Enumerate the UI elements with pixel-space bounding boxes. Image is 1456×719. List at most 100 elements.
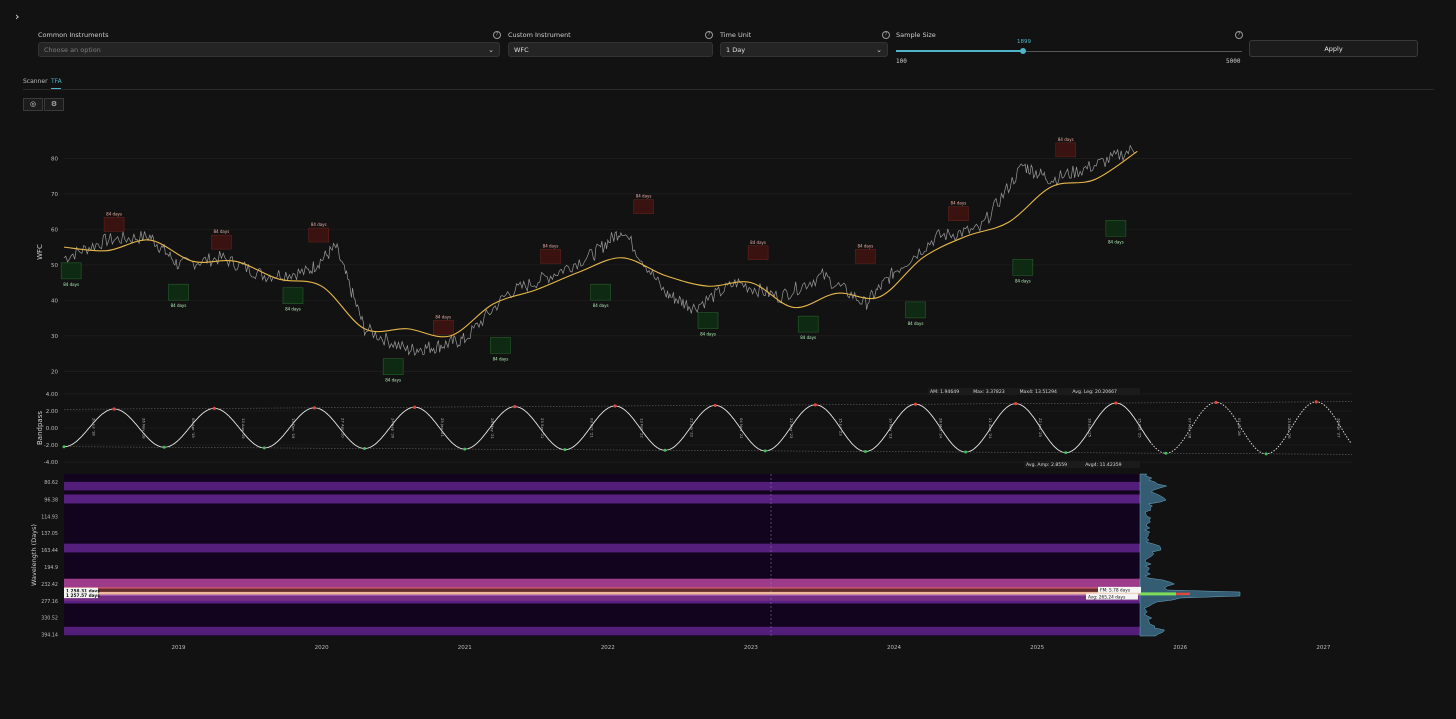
- trough-marker-label: 84 days: [493, 356, 509, 361]
- tab-scanner[interactable]: Scanner: [23, 78, 48, 85]
- sample-size-help-icon[interactable]: ?: [1235, 31, 1243, 39]
- stats-background: [1024, 461, 1140, 468]
- stat-value: Max: 3.37823: [973, 389, 1005, 395]
- x-tick: 2027: [1316, 645, 1330, 651]
- tab-tfa[interactable]: TFA: [51, 78, 62, 85]
- custom-instrument-input[interactable]: WFC: [508, 42, 713, 57]
- bandpass-peak: [613, 404, 617, 408]
- bandpass-peak: [713, 403, 717, 408]
- price-y-tick: 80: [51, 156, 58, 162]
- bandpass-y-label: Bandpass: [36, 411, 44, 445]
- common-instruments-help-icon[interactable]: ?: [493, 31, 501, 39]
- profile-peak-bar: [1140, 592, 1176, 596]
- bandpass-date-label: 27 Apr '20: [341, 418, 346, 438]
- price-gridlines: [64, 158, 1352, 372]
- bandpass-date-label: 13 Aug '19: [241, 418, 246, 439]
- x-tick: 2026: [1173, 645, 1187, 651]
- time-unit-help-icon[interactable]: ?: [882, 31, 890, 39]
- sidebar-toggle-icon[interactable]: ›: [15, 10, 20, 23]
- slider-min: 100: [896, 58, 907, 65]
- smoothed-line: [63, 150, 1138, 338]
- bandpass-peak: [413, 405, 417, 409]
- trough-marker: [490, 337, 511, 354]
- trough-marker-label: 84 days: [385, 378, 401, 383]
- bandpass-trough: [62, 445, 66, 449]
- slider-value: 1899: [1017, 39, 1032, 45]
- bandpass-date-label: 25 Jan '21: [440, 418, 445, 438]
- slider-handle[interactable]: [1020, 48, 1027, 54]
- bandpass-y-tick: 0.00: [46, 426, 59, 432]
- bandpass-trough: [262, 446, 266, 450]
- stats-background: [928, 388, 1140, 395]
- stat-value: Avg. Leg: 20.20667: [1072, 389, 1117, 395]
- peak-marker: [633, 199, 654, 214]
- trough-marker-label: 84 days: [285, 307, 301, 312]
- peak-marker: [948, 206, 969, 221]
- bandpass-date-label: 20 Jul '18: [92, 418, 97, 436]
- bandpass-trough: [763, 449, 767, 453]
- trough-marker-label: 84 days: [63, 282, 79, 287]
- peak-marker: [308, 227, 329, 243]
- common-instruments-select[interactable]: Choose an option ⌄: [38, 42, 500, 57]
- bandpass-date-label: 23 Sep '21: [540, 418, 545, 439]
- custom-instrument-label: Custom Instrument: [508, 31, 571, 39]
- trough-marker: [905, 301, 926, 319]
- peak-marker: [747, 245, 769, 261]
- x-tick: 2023: [744, 645, 758, 651]
- trough-marker-label: 84 days: [1015, 278, 1031, 283]
- apply-button[interactable]: Apply: [1249, 40, 1418, 57]
- price-y-tick: 70: [51, 192, 58, 198]
- left-tag: 1 257.57 days: [66, 593, 100, 599]
- settings-icon[interactable]: ⚙: [44, 98, 64, 111]
- price-y-tick: 50: [51, 263, 58, 269]
- trough-marker: [797, 315, 819, 333]
- bandpass-trough: [663, 448, 667, 452]
- spectrum-band: [64, 626, 1140, 636]
- left-tag-bg: [64, 587, 98, 594]
- peak-marker-label: 84 days: [858, 243, 874, 248]
- peak-marker-label: 84 days: [214, 229, 230, 234]
- spectrum-y-tick: 232.42: [41, 582, 58, 588]
- bandpass-date-label: 22 Jun '22: [689, 418, 694, 438]
- time-unit-select[interactable]: 1 Day ⌄: [720, 42, 888, 57]
- bandpass-peak: [1014, 402, 1018, 406]
- bandpass-date-label: 24 Sep '20: [390, 418, 395, 439]
- bandpass-peak: [913, 402, 918, 406]
- spectrum-bands: [64, 481, 1140, 636]
- peak-marker-label: 84 days: [750, 240, 766, 245]
- trough-marker: [282, 287, 304, 304]
- bandpass-y-tick: 2.00: [46, 409, 59, 415]
- right-tag: Avg: 265.24 days: [1088, 594, 1126, 600]
- slider-max: 5000: [1226, 58, 1241, 65]
- trough-marker: [697, 312, 719, 329]
- tab-divider: [23, 89, 1434, 90]
- right-tag: FM: 5.78 days: [1100, 588, 1131, 594]
- tab-active-indicator: [51, 88, 61, 89]
- spectrum-band: [64, 543, 1140, 553]
- spectrum-band: [64, 494, 1140, 504]
- bandpass-peak: [1114, 401, 1118, 405]
- bandpass-y-tick: -4.00: [44, 460, 59, 466]
- peak-marker: [432, 320, 454, 335]
- x-tick: 2020: [315, 645, 329, 651]
- target-icon[interactable]: ◎: [23, 98, 43, 111]
- profile-peak-tip: [1176, 592, 1190, 596]
- trough-marker-label: 84 days: [1108, 239, 1124, 244]
- time-unit-label: Time Unit: [720, 31, 752, 39]
- trough-marker-label: 84 days: [800, 335, 816, 340]
- bandpass-peak: [112, 407, 116, 411]
- bandpass-date-label: 28 Mar '24: [938, 418, 943, 439]
- spectrum-y-tick: 96.38: [44, 497, 58, 503]
- bandpass-peak: [1214, 400, 1218, 405]
- custom-instrument-help-icon[interactable]: ?: [705, 31, 713, 39]
- price-y-tick: 40: [51, 298, 58, 304]
- x-axis: 2019 2020 2021 2022 2023 2024 2025 2026 2027: [171, 645, 1330, 651]
- bandpass-trough: [1164, 451, 1168, 455]
- bandpass-trough: [964, 450, 968, 454]
- trough-marker-label: 84 days: [700, 332, 716, 337]
- price-y-label: WFC: [36, 244, 44, 260]
- sample-size-slider[interactable]: 1899: [896, 39, 1242, 57]
- bandpass-date-label: 21 Aug '24: [988, 418, 993, 439]
- bandpass-projection: [1151, 401, 1352, 455]
- bandpass-trough: [1064, 451, 1068, 455]
